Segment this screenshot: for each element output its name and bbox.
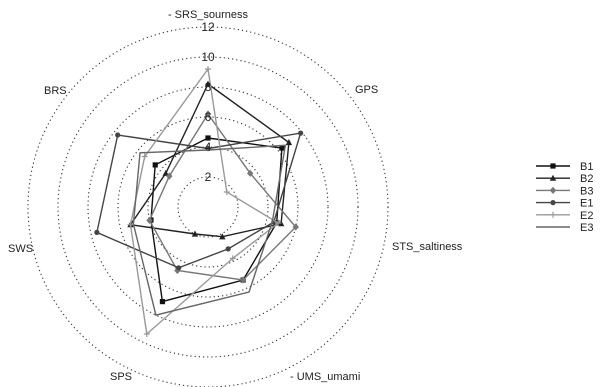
series-E1 <box>94 130 304 271</box>
point-E2-SPS <box>143 331 150 338</box>
point-B1-SPS <box>159 299 166 305</box>
series-line-E3 <box>132 144 287 316</box>
point-B3-UMS_umami <box>239 276 247 284</box>
point-E2-SWS <box>127 221 134 228</box>
legend-item-E1: E1 <box>536 198 593 210</box>
legend-marker-B2 <box>549 174 557 181</box>
point-B2-BRS <box>162 169 169 176</box>
tick-label-4: 4 <box>205 140 212 154</box>
point-E2-STS_saltiness <box>275 220 282 227</box>
series-line-E2 <box>129 67 280 336</box>
point-E2-UMS_umami <box>229 255 236 262</box>
grid-circle-2 <box>177 176 239 238</box>
point-E2-SRS_sourness <box>205 66 211 72</box>
legend-label-E2: E2 <box>580 210 593 222</box>
point-B3-STS_saltiness <box>292 223 299 231</box>
axis-label-SWS: SWS <box>8 243 33 255</box>
point-E1-UMS_umami <box>225 246 231 252</box>
legend-label-E3: E3 <box>580 222 593 234</box>
point-B2-SPS <box>191 230 199 237</box>
legend-item-E2: E2 <box>536 210 593 222</box>
point-B1-GPS <box>279 145 285 151</box>
point-B3-BRS <box>166 172 173 180</box>
point-B3-SRS_sourness <box>204 110 212 118</box>
axis-label-GPS: GPS <box>355 84 378 96</box>
legend-item-B2: B2 <box>536 173 593 185</box>
axis-label-UMS_umami: - UMS_umami <box>290 371 360 383</box>
point-E1-SWS <box>94 229 100 235</box>
legend-marker-B3 <box>549 186 557 194</box>
axis-label-STS_saltiness: STS_saltiness <box>392 241 463 253</box>
series-line-B3 <box>148 112 297 281</box>
tick-label-6: 6 <box>205 110 212 124</box>
legend-marker-E2 <box>550 211 556 218</box>
radar-series <box>94 66 304 338</box>
series-line-B2 <box>129 82 290 238</box>
point-B3-SWS <box>146 216 153 224</box>
point-E1-BRS <box>115 132 121 138</box>
point-E2-BRS <box>141 153 148 160</box>
legend-item-B1: B1 <box>536 161 593 173</box>
axis-label-SPS: SPS <box>110 371 132 383</box>
point-E1-SPS <box>176 265 182 271</box>
point-B1-SRS_sourness <box>205 135 211 141</box>
tick-label-10: 10 <box>201 50 215 64</box>
legend-item-B3: B3 <box>536 185 593 197</box>
legend-marker-E1 <box>550 200 556 206</box>
series-line-B1 <box>150 137 283 303</box>
series-B1 <box>148 135 285 305</box>
point-B3-GPS <box>247 169 254 177</box>
point-E2-GPS <box>223 189 230 196</box>
point-E1-GPS <box>298 130 304 136</box>
point-B2-UMS_umami <box>219 233 226 240</box>
grid-circle-6 <box>117 116 299 298</box>
tick-label-12: 12 <box>201 20 215 34</box>
tick-label-8: 8 <box>205 80 212 94</box>
grid-circle-12 <box>27 26 389 387</box>
legend-marker-B1 <box>550 163 556 169</box>
legend-item-E3: E3 <box>536 222 593 234</box>
grid-circle-10 <box>57 56 359 358</box>
legend-label-E1: E1 <box>580 198 593 210</box>
series-B3 <box>146 110 299 284</box>
series-E2 <box>127 66 282 338</box>
axis-label-BRS: BRS <box>44 85 67 97</box>
legend-label-B2: B2 <box>580 173 593 185</box>
series-line-E1 <box>96 132 302 269</box>
series-E3 <box>132 144 287 316</box>
legend-label-B1: B1 <box>580 161 593 173</box>
radial-tick-labels: 2 4 6 8 10 12 <box>201 20 215 184</box>
tick-label-2: 2 <box>205 170 212 184</box>
legend-label-B3: B3 <box>580 185 593 197</box>
point-B2-GPS <box>285 138 293 146</box>
axis-label-SRS_sourness: - SRS_sourness <box>168 9 249 21</box>
axis-labels: - SRS_sourness GPS STS_saltiness - UMS_umam… <box>8 9 463 383</box>
point-B1-BRS <box>152 162 158 168</box>
point-B2-SRS_sourness <box>204 80 212 87</box>
grid-circle-8 <box>87 86 329 328</box>
